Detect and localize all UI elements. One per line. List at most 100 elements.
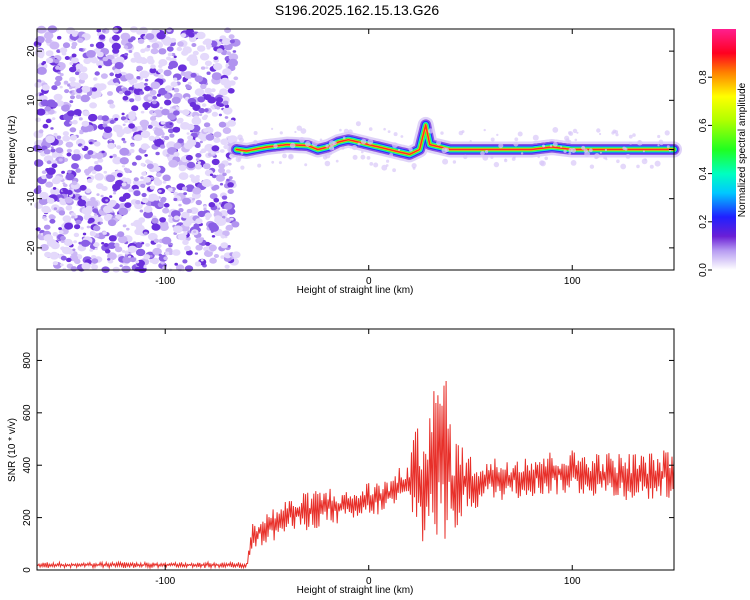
trace-noise-blob xyxy=(383,127,386,131)
noise-blob xyxy=(194,163,202,170)
noise-blob xyxy=(55,75,63,82)
noise-blob xyxy=(86,91,92,96)
trace-core xyxy=(235,124,675,156)
noise-blob xyxy=(200,136,207,142)
x-tick-label: 0 xyxy=(366,576,372,587)
noise-blob xyxy=(46,99,56,107)
trace-noise-blob xyxy=(568,131,574,136)
noise-blob xyxy=(46,160,52,165)
noise-blob xyxy=(107,99,114,105)
noise-blob xyxy=(173,110,180,116)
noise-blob xyxy=(175,106,180,110)
spectrogram-x-label: Height of straight line (km) xyxy=(297,285,414,296)
noise-blob xyxy=(62,215,72,223)
trace-noise-blob xyxy=(483,128,486,132)
noise-blob xyxy=(50,146,54,149)
y-tick-label: -20 xyxy=(26,240,37,255)
trace-noise-blob xyxy=(386,159,390,163)
trace-noise-blob xyxy=(657,134,661,139)
noise-blob xyxy=(163,256,168,261)
noise-blob xyxy=(139,81,145,86)
noise-blob xyxy=(195,218,203,225)
noise-blob xyxy=(227,135,238,144)
trace-noise-blob xyxy=(620,163,627,170)
trace-noise-blob xyxy=(368,127,373,131)
noise-blob xyxy=(222,68,232,76)
noise-blobs xyxy=(32,25,241,274)
noise-blob xyxy=(205,246,209,249)
noise-blob xyxy=(206,71,211,75)
trace-noise-blob xyxy=(469,140,472,143)
noise-blob xyxy=(51,163,58,168)
noise-blob xyxy=(224,104,230,108)
noise-blob xyxy=(41,175,47,180)
noise-blob xyxy=(144,82,148,86)
trace-noise-blob xyxy=(496,133,499,137)
noise-blob xyxy=(71,215,75,219)
noise-blob xyxy=(109,119,115,124)
trace-noise-blob xyxy=(552,141,558,147)
trace-noise-blob xyxy=(440,131,444,135)
noise-blob xyxy=(162,180,167,184)
noise-blob xyxy=(135,267,141,272)
noise-blob xyxy=(231,221,240,228)
noise-blob xyxy=(232,50,237,53)
noise-blob xyxy=(104,249,111,254)
trace-noise-blob xyxy=(570,160,577,166)
noise-blob xyxy=(38,129,44,134)
trace-noise-blob xyxy=(493,161,500,168)
noise-blob xyxy=(227,182,234,188)
noise-blob xyxy=(174,262,178,266)
noise-blob xyxy=(200,148,207,153)
trace-noise-blob xyxy=(604,148,608,152)
noise-blob xyxy=(69,127,77,133)
noise-blob xyxy=(197,45,206,52)
trace-noise-blob xyxy=(408,147,413,152)
noise-blob xyxy=(215,106,221,110)
trace-noise-blob xyxy=(532,134,539,141)
noise-blob xyxy=(114,246,123,253)
noise-blob xyxy=(34,82,42,88)
noise-blob xyxy=(59,197,63,201)
noise-blob xyxy=(75,71,80,76)
noise-blob xyxy=(59,85,63,89)
noise-blob xyxy=(43,234,54,242)
noise-blob xyxy=(218,167,225,174)
noise-blob xyxy=(153,238,160,243)
colorbar: 0.0 0.2 0.4 0.6 0.8 Normalized spectral ampl… xyxy=(698,29,748,277)
noise-blob xyxy=(107,81,113,86)
noise-blob xyxy=(156,93,161,97)
noise-blob xyxy=(150,81,161,90)
noise-blob xyxy=(90,197,96,202)
colorbar-tick-label: 0.2 xyxy=(698,214,709,228)
noise-blob xyxy=(79,184,87,191)
noise-blob xyxy=(40,152,46,157)
trace-noise-blob xyxy=(253,139,258,145)
noise-blob xyxy=(58,176,63,181)
noise-blob xyxy=(54,80,61,86)
noise-blob xyxy=(100,194,104,198)
noise-blob xyxy=(100,221,103,225)
noise-blob xyxy=(178,203,182,207)
noise-blob xyxy=(124,168,131,174)
noise-blob xyxy=(146,163,154,170)
trace-noise-blob xyxy=(576,131,579,134)
noise-blob xyxy=(158,59,168,67)
noise-blob xyxy=(228,176,233,180)
noise-blob xyxy=(143,210,154,219)
noise-blob xyxy=(45,57,54,64)
noise-blob xyxy=(194,252,198,255)
noise-blob xyxy=(34,159,44,167)
noise-blob xyxy=(204,108,209,113)
noise-blob xyxy=(87,150,94,155)
noise-blob xyxy=(60,246,66,251)
noise-blob xyxy=(194,75,203,83)
y-tick-label: 0 xyxy=(22,567,33,573)
noise-blob xyxy=(218,121,227,128)
trace-noise-blob xyxy=(636,164,640,169)
noise-blob xyxy=(61,170,65,174)
noise-blob xyxy=(134,202,143,210)
trace-noise-blob xyxy=(552,126,559,133)
noise-blob xyxy=(143,254,151,260)
noise-blob xyxy=(177,64,187,72)
